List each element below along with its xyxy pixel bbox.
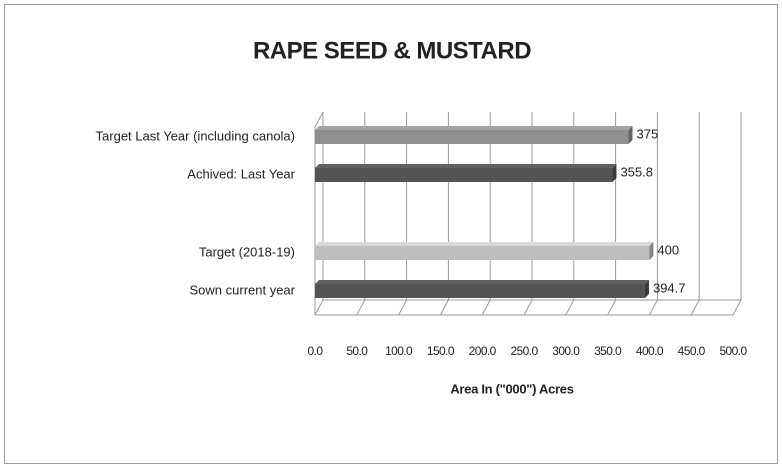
bar-end [649,242,654,260]
value-label: 400 [657,242,679,257]
bar-top [315,126,633,130]
grid-line [481,299,491,316]
grid-line [648,299,658,316]
grid-line [398,299,408,316]
x-tick-label: 300.0 [552,344,580,358]
grid-line [439,299,449,316]
bar-top [315,280,649,284]
bar-end [644,280,649,298]
chart-border [4,4,778,464]
grid-line [732,299,742,316]
chart-title: RAPE SEED & MUSTARD [253,37,531,64]
bar [315,284,645,298]
y-tick-label: Target Last Year (including canola) [96,128,295,143]
x-tick-label: 350.0 [594,344,622,358]
x-tick-label: 400.0 [636,344,664,358]
y-tick-label: Sown current year [190,282,296,297]
bar [315,130,629,144]
bar-top [315,242,654,246]
y-tick-label: Target (2018-19) [199,244,295,259]
value-label: 355.8 [620,164,653,179]
grid-line [523,299,533,316]
grid-line [356,299,366,316]
bar-end [628,126,633,144]
x-axis-label: Area In ("000") Acres [450,381,573,396]
x-tick-label: 250.0 [510,344,538,358]
grid-line [565,299,575,316]
value-label: 394.7 [653,280,686,295]
x-tick-label: 450.0 [678,344,706,358]
x-tick-label: 0.0 [308,344,324,358]
grid-line [314,299,324,316]
grid-line [607,299,617,316]
bar-end [612,164,617,182]
axis-wall [314,111,324,128]
x-tick-label: 500.0 [719,344,747,358]
x-tick-label: 50.0 [346,344,368,358]
bar-top [315,164,617,168]
x-tick-label: 100.0 [385,344,413,358]
value-label: 375 [637,126,659,141]
bar [315,246,650,260]
x-tick-label: 200.0 [469,344,497,358]
bar [315,168,613,182]
grid-line [690,299,700,316]
y-tick-label: Achived: Last Year [187,166,295,181]
x-tick-label: 150.0 [427,344,455,358]
